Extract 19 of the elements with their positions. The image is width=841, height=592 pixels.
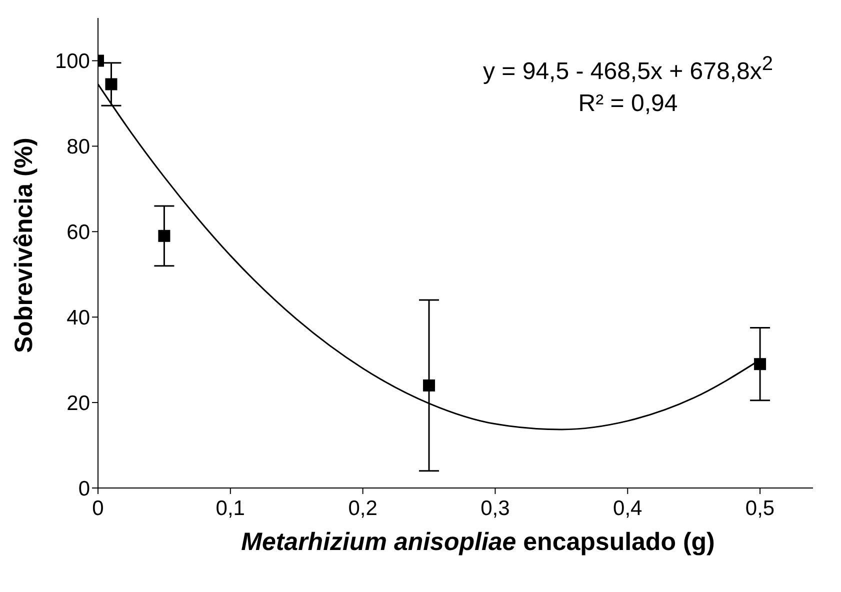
y-tick-label: 80 xyxy=(66,136,90,159)
x-tick-label: 0,5 xyxy=(745,496,775,520)
point xyxy=(158,230,170,242)
y-tick-label: 60 xyxy=(66,221,90,244)
annotation: y = 94,5 - 468,5x + 678,8x$^{2}$ xyxy=(482,52,774,87)
annotation: R² = 0,94 xyxy=(577,89,679,119)
y-tick-label: 40 xyxy=(66,306,90,330)
point xyxy=(423,379,436,392)
x-tick-label: 0,3 xyxy=(480,496,510,520)
y-tick-label: 0 xyxy=(78,477,90,500)
y-axis-title: Sobrevivência (%) xyxy=(10,138,38,353)
x-tick-label: 0,4 xyxy=(613,496,643,520)
point xyxy=(754,358,766,370)
x-axis-title: Metarhizium anisopliae encapsulado (g) xyxy=(241,528,715,556)
x-tick-label: 0,1 xyxy=(216,496,246,520)
y-tick-label: 20 xyxy=(66,392,90,415)
y-tick-label: 100 xyxy=(54,50,90,74)
point xyxy=(105,78,118,90)
x-tick-label: 0,2 xyxy=(348,496,378,520)
